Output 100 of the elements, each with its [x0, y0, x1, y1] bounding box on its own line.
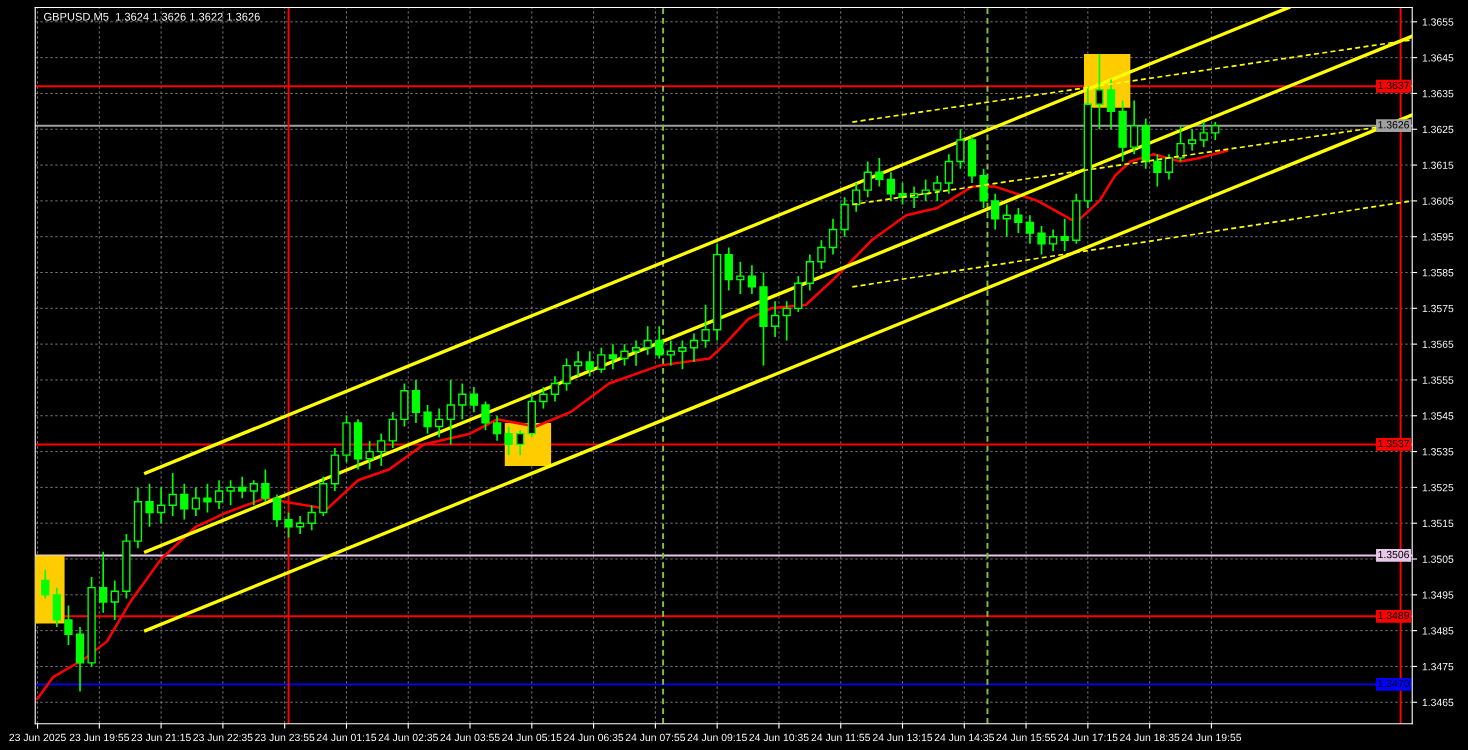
x-tick-label: 23 Jun 22:35 — [193, 733, 253, 742]
y-tick-label: 1.3505 — [1422, 555, 1454, 563]
candlestick — [991, 192, 1000, 231]
candlestick — [805, 253, 815, 292]
x-tick-label: 24 Jun 11:55 — [811, 733, 871, 742]
candlestick — [1130, 99, 1139, 156]
candlestick — [458, 382, 467, 421]
candlestick — [1060, 217, 1069, 252]
x-tick-label: 24 Jun 05:15 — [502, 733, 562, 742]
candlestick — [898, 182, 907, 206]
candlestick — [284, 511, 293, 539]
candlestick — [863, 160, 872, 199]
candlestick — [203, 482, 212, 514]
candlestick — [434, 407, 444, 439]
y-tick-label: 1.3605 — [1422, 197, 1454, 205]
x-tick-label: 23 Jun 21:15 — [131, 733, 191, 742]
ref-line-label: 1.3626 — [1378, 121, 1410, 129]
candlestick — [272, 493, 282, 528]
y-tick-label: 1.3595 — [1422, 233, 1454, 241]
candlestick — [944, 153, 954, 195]
candlestick — [1199, 121, 1208, 149]
candlestick — [689, 332, 699, 363]
candlestick — [423, 404, 432, 435]
x-tick-label: 24 Jun 03:55 — [440, 733, 500, 742]
candlestick — [956, 128, 965, 170]
candlestick — [446, 379, 455, 446]
candlestick — [678, 339, 687, 371]
candlestick — [469, 386, 479, 414]
candlestick — [817, 239, 826, 270]
x-tick-label: 23 Jun 19:55 — [69, 733, 130, 742]
candlestick — [516, 429, 525, 456]
ref-line-label: 1.3637 — [1378, 81, 1409, 90]
candlestick — [852, 182, 861, 213]
candlestick — [41, 568, 50, 600]
candlestick — [1176, 124, 1185, 163]
candlestick — [168, 472, 177, 517]
candlestick — [770, 300, 780, 338]
x-tick-label: 23 Jun 23:55 — [255, 733, 315, 742]
candlestick — [655, 325, 664, 360]
candlestick — [1037, 225, 1046, 256]
candlestick — [736, 260, 745, 295]
candlestick — [1014, 207, 1023, 234]
candlestick — [608, 343, 618, 371]
y-tick-label: 1.3525 — [1422, 483, 1454, 492]
candlestick — [180, 482, 189, 521]
candlestick — [886, 171, 896, 202]
x-tick-label: 23 Jun 2025 — [9, 733, 66, 742]
y-tick-label: 1.3615 — [1422, 161, 1454, 169]
candlestick — [933, 174, 942, 202]
x-tick-label: 24 Jun 10:35 — [749, 733, 809, 742]
candlestick — [110, 579, 119, 621]
ref-line-label: 1.3506 — [1378, 550, 1410, 559]
candlestick — [481, 400, 490, 431]
candlestick — [747, 264, 757, 295]
candlestick — [620, 343, 629, 367]
candlestick — [585, 350, 594, 378]
candlestick — [377, 432, 386, 467]
candlestick — [307, 504, 316, 532]
candlestick — [156, 486, 166, 525]
ref-line-label: 1.3470 — [1378, 679, 1410, 688]
x-tick-label: 24 Jun 18:35 — [1120, 733, 1180, 742]
candlestick — [1095, 53, 1104, 131]
y-tick-label: 1.3635 — [1422, 89, 1454, 98]
x-tick-label: 24 Jun 01:15 — [316, 733, 377, 742]
y-tick-label: 1.3515 — [1422, 519, 1454, 528]
candlestick — [539, 386, 548, 410]
candlestick — [1048, 228, 1058, 252]
candlestick — [99, 551, 108, 614]
x-tick-label: 24 Jun 19:55 — [1181, 733, 1242, 742]
y-tick-label: 1.3545 — [1422, 412, 1454, 420]
candlestick — [226, 479, 235, 507]
candlestick — [145, 482, 154, 528]
candlestick — [191, 486, 201, 517]
candlestick — [1164, 153, 1174, 181]
candlestick — [1106, 78, 1116, 131]
candlestick — [249, 479, 258, 507]
candlestick — [64, 604, 73, 646]
x-tick-label: 24 Jun 17:15 — [1058, 733, 1118, 742]
candlestick — [550, 375, 560, 403]
candlestick — [261, 468, 270, 503]
candlestick — [388, 411, 397, 449]
x-tick-label: 24 Jun 09:15 — [687, 733, 747, 742]
candlestick — [597, 346, 606, 374]
x-tick-label: 24 Jun 14:35 — [934, 733, 994, 742]
y-tick-label: 1.3495 — [1422, 591, 1454, 599]
candlestick — [562, 357, 571, 392]
ref-line-label: 1.3489 — [1378, 611, 1409, 620]
y-tick-label: 1.3575 — [1422, 304, 1454, 313]
x-tick-label: 24 Jun 15:55 — [996, 733, 1056, 742]
candlestick — [701, 303, 710, 349]
y-tick-label: 1.3645 — [1422, 54, 1454, 62]
candlestick — [1187, 128, 1197, 152]
candlestick — [875, 157, 884, 188]
y-tick-label: 1.3535 — [1422, 448, 1454, 456]
candlestick — [1153, 153, 1162, 188]
candlestick — [411, 379, 421, 424]
candlestick — [504, 425, 513, 456]
y-tick-label: 1.3655 — [1422, 18, 1454, 26]
candlestick — [782, 300, 791, 342]
candlestick — [214, 479, 224, 510]
